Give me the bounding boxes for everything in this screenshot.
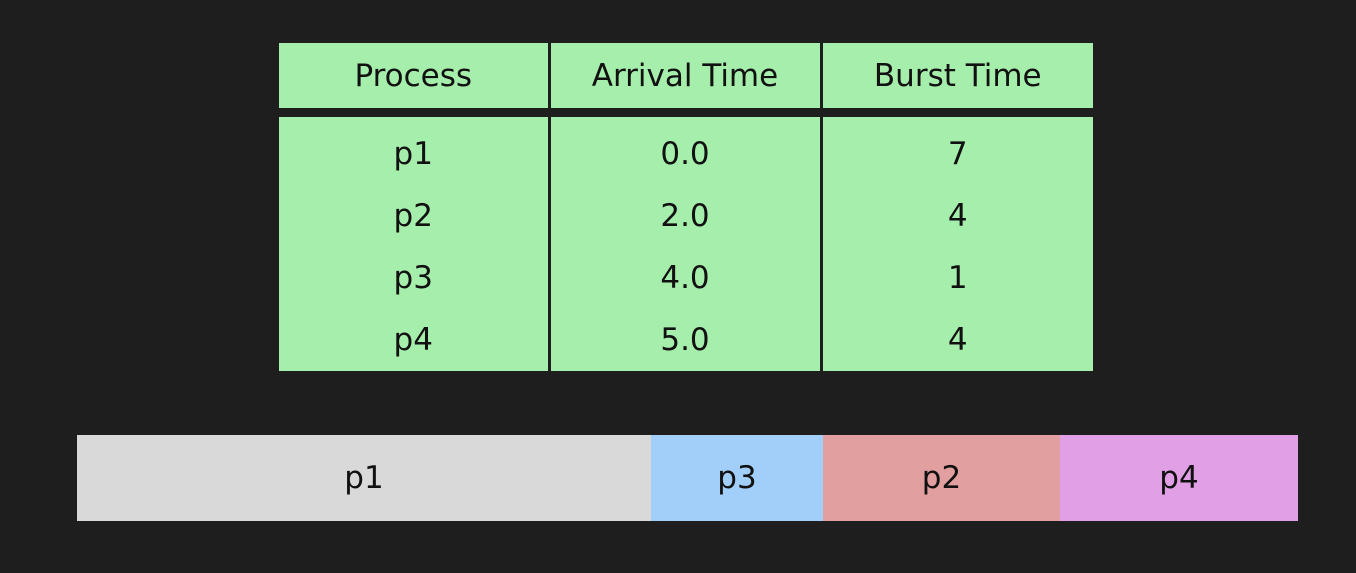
cell-burst: 4	[819, 309, 1093, 371]
header-burst-time: Burst Time	[819, 43, 1093, 117]
cell-burst: 7	[819, 112, 1093, 185]
header-arrival-time: Arrival Time	[547, 43, 821, 117]
table-row: p3 4.0 1	[279, 247, 1093, 309]
process-table: Process Arrival Time Burst Time p1 0.0 7…	[279, 43, 1093, 371]
gantt-block-label: p2	[921, 460, 962, 496]
cell-arrival: 4.0	[547, 247, 821, 309]
cell-arrival: 5.0	[547, 309, 821, 371]
gantt-block-label: p4	[1159, 460, 1199, 496]
header-process: Process	[279, 43, 549, 117]
cell-burst: 4	[819, 185, 1093, 247]
cell-process: p4	[279, 309, 549, 371]
table-row: p1 0.0 7	[279, 112, 1093, 185]
cell-arrival: 0.0	[547, 112, 821, 185]
table-header-row: Process Arrival Time Burst Time	[279, 43, 1093, 117]
cell-process: p2	[279, 185, 549, 247]
cell-arrival: 2.0	[547, 185, 821, 247]
gantt-block-p4: p4	[1060, 435, 1298, 521]
cell-burst: 1	[819, 247, 1093, 309]
gantt-block-label: p3	[717, 460, 757, 496]
table-row: p2 2.0 4	[279, 185, 1093, 247]
cell-process: p1	[279, 112, 549, 185]
cell-process: p3	[279, 247, 549, 309]
gantt-block-p3: p3	[651, 435, 823, 521]
gantt-block-label: p1	[344, 460, 384, 496]
gantt-block-p2: p2	[823, 435, 1060, 521]
gantt-block-p1: p1	[77, 435, 651, 521]
table-row: p4 5.0 4	[279, 309, 1093, 371]
gantt-chart: p1 p3 p2 p4	[77, 435, 1298, 521]
